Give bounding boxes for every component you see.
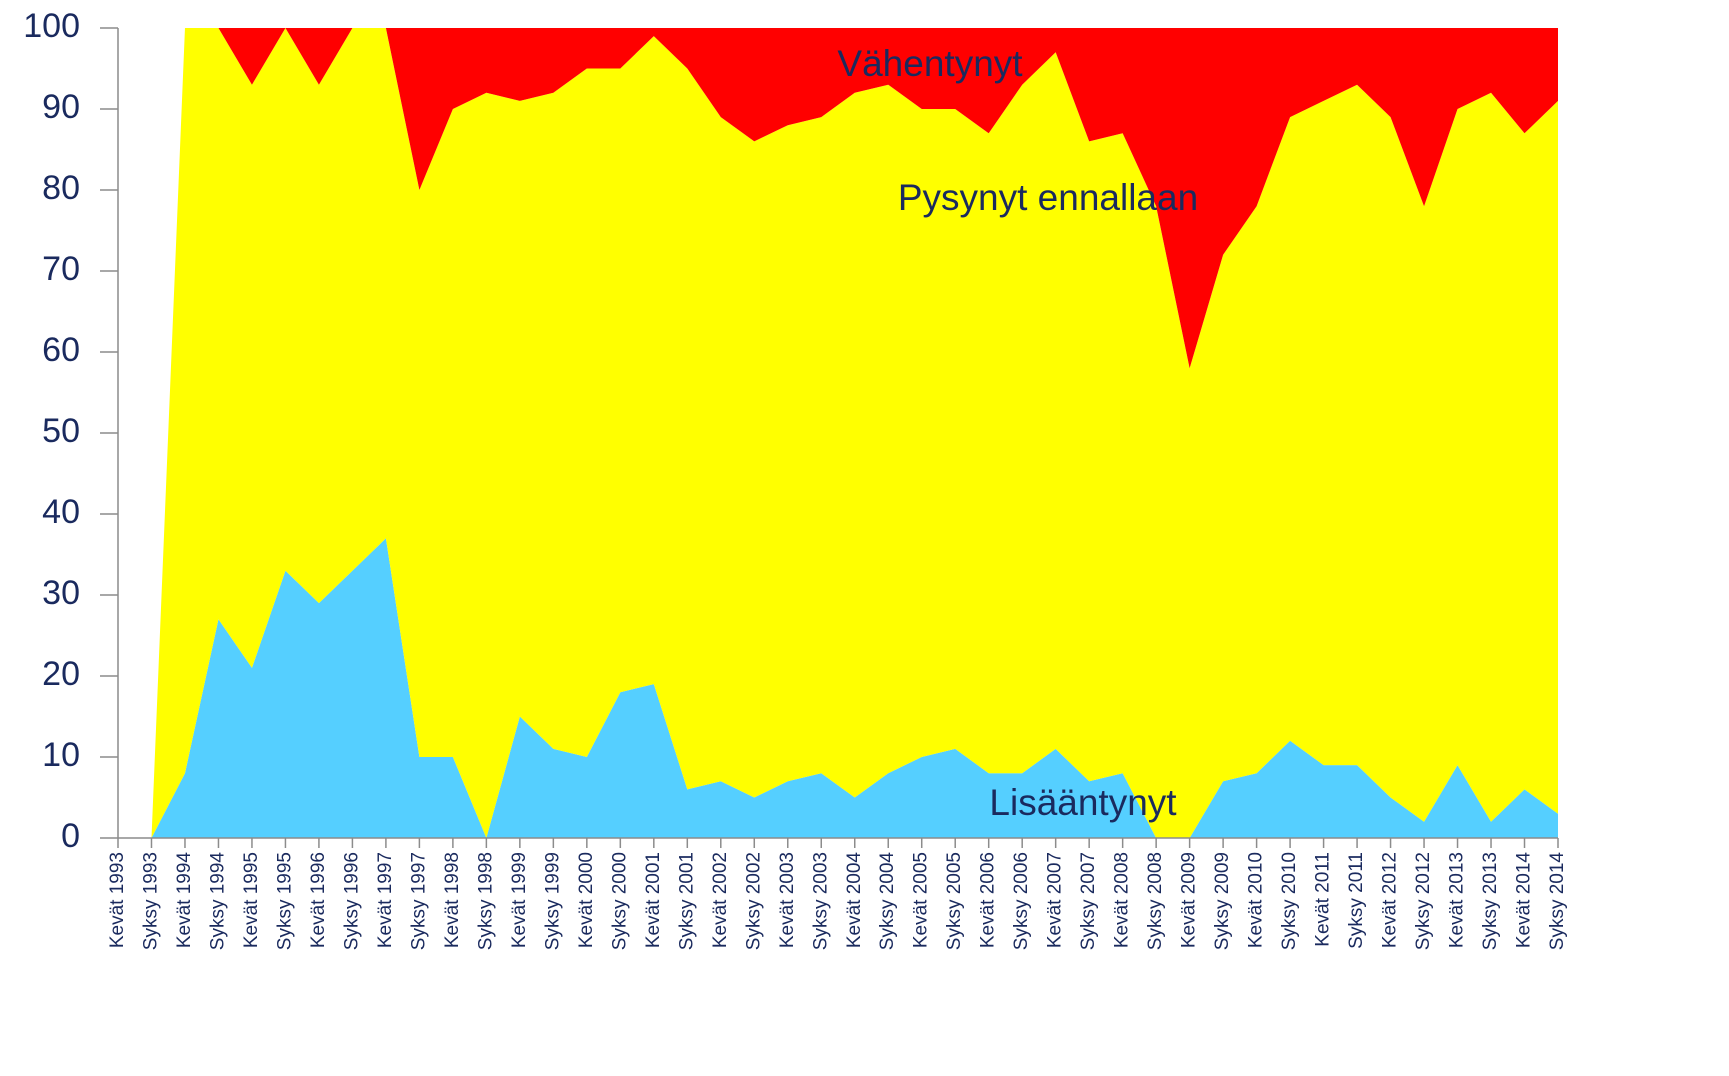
y-tick-label: 0	[61, 817, 80, 855]
x-tick-label: Syksy 2007	[1078, 852, 1099, 950]
x-tick-label: Syksy 2014	[1547, 852, 1568, 951]
x-tick-label: Kevät 1999	[509, 852, 530, 948]
x-tick-label: Syksy 2010	[1279, 852, 1300, 950]
area	[151, 28, 1558, 838]
y-tick-label: 20	[42, 655, 80, 693]
x-tick-label: Kevät 2005	[911, 852, 932, 948]
x-tick-label: Syksy 2005	[944, 852, 965, 950]
x-tick-label: Syksy 2004	[877, 852, 898, 951]
x-tick-label: Kevät 1995	[241, 852, 262, 948]
series-label: Pysynyt ennallaan	[898, 177, 1198, 218]
x-tick-label: Kevät 2013	[1447, 852, 1468, 948]
y-tick-label: 40	[42, 493, 80, 531]
x-tick-label: Kevät 2010	[1246, 852, 1267, 948]
x-tick-label: Kevät 2004	[844, 852, 865, 949]
x-tick-label: Syksy 2009	[1212, 852, 1233, 950]
y-tick-label: 30	[42, 574, 80, 612]
x-tick-label: Kevät 2002	[710, 852, 731, 948]
x-tick-label: Kevät 1994	[174, 852, 195, 949]
x-tick-label: Kevät 1998	[442, 852, 463, 948]
x-tick-label: Kevät 2006	[978, 852, 999, 948]
x-tick-label: Kevät 1997	[375, 852, 396, 948]
x-tick-label: Syksy 2013	[1480, 852, 1501, 950]
x-tick-label: Syksy 1994	[207, 852, 228, 951]
x-tick-label: Syksy 1996	[341, 852, 362, 950]
x-tick-label: Syksy 1995	[274, 852, 295, 950]
x-tick-label: Kevät 1996	[308, 852, 329, 948]
y-tick-label: 10	[42, 736, 80, 774]
x-tick-label: Kevät 2012	[1380, 852, 1401, 948]
x-tick-label: Syksy 1998	[475, 852, 496, 950]
y-tick-label: 80	[42, 169, 80, 207]
x-tick-label: Kevät 2008	[1112, 852, 1133, 948]
area	[151, 28, 1558, 838]
x-tick-label: Syksy 1999	[542, 852, 563, 950]
x-tick-label: Kevät 2001	[643, 852, 664, 948]
x-tick-label: Kevät 2014	[1514, 852, 1535, 949]
x-tick-label: Syksy 2012	[1413, 852, 1434, 950]
y-tick-label: 100	[23, 7, 80, 45]
x-tick-label: Syksy 2003	[810, 852, 831, 950]
x-tick-label: Kevät 2003	[777, 852, 798, 948]
y-tick-label: 50	[42, 412, 80, 450]
y-tick-label: 90	[42, 88, 80, 126]
series-label: Lisääntynyt	[989, 782, 1177, 823]
x-tick-label: Syksy 1993	[141, 852, 162, 950]
x-tick-label: Kevät 2011	[1313, 852, 1334, 947]
y-tick-label: 70	[42, 250, 80, 288]
x-tick-label: Syksy 2001	[676, 852, 697, 950]
series-label: Vähentynyt	[837, 43, 1023, 84]
x-tick-label: Syksy 2006	[1011, 852, 1032, 950]
x-tick-label: Kevät 1993	[107, 852, 128, 948]
area	[151, 538, 1558, 838]
x-tick-label: Syksy 2000	[609, 852, 630, 950]
x-tick-label: Kevät 2000	[576, 852, 597, 948]
x-tick-label: Syksy 2008	[1145, 852, 1166, 950]
x-tick-label: Syksy 1997	[408, 852, 429, 950]
x-tick-label: Syksy 2011	[1346, 852, 1367, 949]
y-tick-label: 60	[42, 331, 80, 369]
x-tick-label: Syksy 2002	[743, 852, 764, 950]
x-tick-label: Kevät 2009	[1179, 852, 1200, 948]
x-tick-label: Kevät 2007	[1045, 852, 1066, 948]
